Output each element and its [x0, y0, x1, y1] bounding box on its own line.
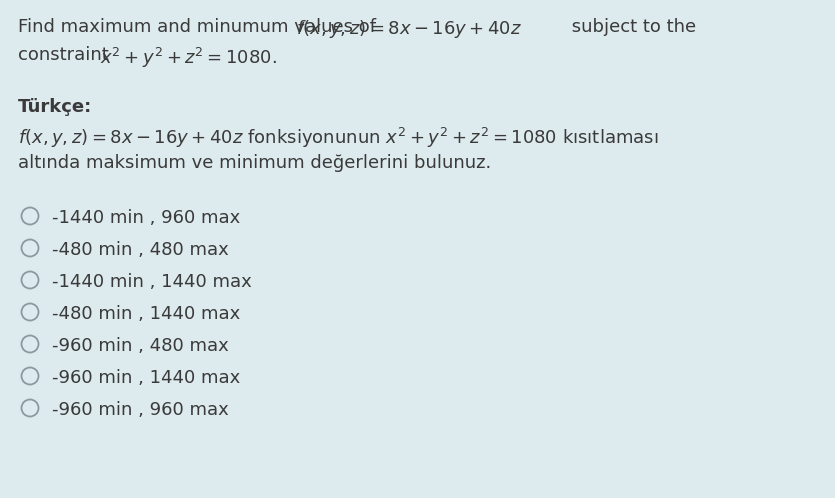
- Text: $f(x, y, z) = 8x - 16y + 40z$: $f(x, y, z) = 8x - 16y + 40z$: [296, 18, 522, 40]
- Text: $f(x, y, z) = 8x - 16y + 40z$ fonksiyonunun $x^2 + y^2 + z^2 = 1080$ kısıtlaması: $f(x, y, z) = 8x - 16y + 40z$ fonksiyonu…: [18, 126, 658, 150]
- Text: Find maximum and minumum values of: Find maximum and minumum values of: [18, 18, 382, 36]
- Text: altında maksimum ve minimum değerlerini bulunuz.: altında maksimum ve minimum değerlerini …: [18, 154, 491, 172]
- Text: subject to the: subject to the: [566, 18, 696, 36]
- Text: constraint: constraint: [18, 46, 114, 64]
- Text: $x^2 + y^2 + z^2 = 1080$.: $x^2 + y^2 + z^2 = 1080$.: [100, 46, 277, 70]
- Text: -1440 min , 1440 max: -1440 min , 1440 max: [52, 273, 251, 291]
- Text: -960 min , 1440 max: -960 min , 1440 max: [52, 369, 240, 387]
- Text: -960 min , 960 max: -960 min , 960 max: [52, 401, 229, 419]
- Text: -1440 min , 960 max: -1440 min , 960 max: [52, 209, 240, 227]
- Text: -480 min , 480 max: -480 min , 480 max: [52, 241, 229, 259]
- Text: -480 min , 1440 max: -480 min , 1440 max: [52, 305, 240, 323]
- Text: -960 min , 480 max: -960 min , 480 max: [52, 337, 229, 355]
- Text: Türkçe:: Türkçe:: [18, 98, 92, 116]
